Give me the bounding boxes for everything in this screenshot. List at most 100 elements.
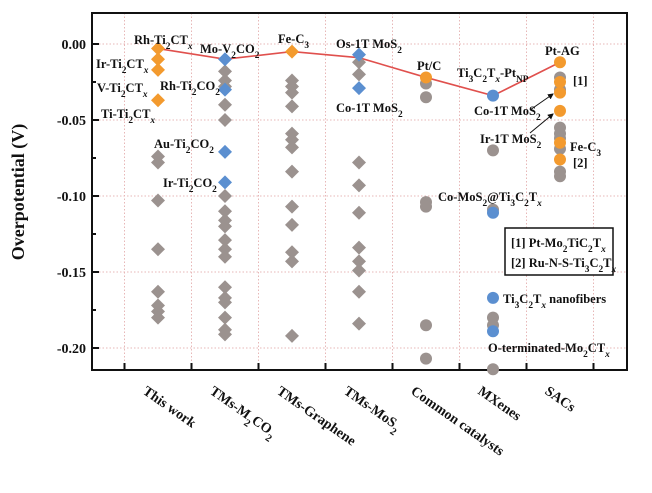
data-point-gray-diamond: [352, 263, 366, 278]
y-tick-label: -0.20: [57, 342, 86, 357]
data-point-gray-diamond: [285, 328, 299, 343]
data-point-gray-diamond: [352, 205, 366, 220]
legend-entry: [2] Ru-N-S-Ti3C2Tx: [511, 256, 617, 275]
point-annotation: Co-MoS2@Ti3C2Tx: [438, 190, 542, 209]
point-annotation: Co-1T MoS2: [474, 104, 541, 123]
data-point-orange-diamond: [151, 52, 165, 67]
data-point-orange-diamond: [151, 93, 165, 108]
data-point-blue-circle: [487, 89, 499, 102]
legend-box: [1] Pt-Mo2TiC2Tx[2] Ru-N-S-Ti3C2Tx: [504, 227, 617, 276]
data-point-gray-diamond: [285, 199, 299, 214]
data-point-blue-diamond: [218, 144, 232, 159]
data-points: [151, 41, 566, 376]
data-point-gray-diamond: [218, 295, 232, 310]
x-category-label: MXenes: [475, 384, 524, 425]
data-point-blue-diamond: [218, 175, 232, 190]
data-point-orange-circle: [554, 56, 566, 69]
data-point-gray-diamond: [151, 284, 165, 299]
data-point-gray-diamond: [352, 254, 366, 269]
x-category-label: TMs-M2CO2: [204, 384, 279, 444]
data-point-orange-circle: [554, 136, 566, 149]
annotations: Rh-Ti2CTx Ir-Ti2CTx V-Ti2CTx Rh-Ti2CO2 Ti-Ti…: [96, 32, 610, 360]
data-point-orange-circle: [554, 153, 566, 166]
point-annotation: V-Ti2CTx: [97, 81, 148, 100]
data-point-gray-diamond: [218, 113, 232, 127]
data-point-blue-diamond: [218, 82, 232, 97]
data-point-gray-diamond: [285, 217, 299, 232]
data-point-gray-diamond: [218, 233, 232, 248]
data-point-gray-diamond: [285, 132, 299, 147]
data-point-gray-diamond: [218, 189, 232, 203]
data-point-blue-diamond: [218, 52, 232, 67]
point-annotation: Rh-Ti2CTx: [134, 33, 193, 52]
data-point-blue-circle: [487, 206, 499, 219]
arrow-icon: [529, 113, 554, 134]
y-axis-title: Overpotential (V): [8, 124, 29, 260]
data-point-orange-circle: [554, 104, 566, 117]
data-point-orange-circle: [554, 76, 566, 88]
data-point-gray-diamond: [285, 254, 299, 269]
data-point-gray-circle: [420, 91, 432, 104]
data-point-gray-circle: [420, 319, 432, 332]
data-point-gray-diamond: [218, 97, 232, 112]
data-point-gray-diamond: [218, 64, 232, 79]
data-point-gray-circle: [487, 144, 499, 157]
point-annotation: Fe-C3: [570, 140, 601, 159]
data-point-gray-diamond: [151, 310, 165, 325]
data-point-orange-circle: [420, 71, 432, 84]
data-point-gray-diamond: [151, 242, 165, 257]
data-point-gray-circle: [487, 363, 499, 376]
data-point-gray-circle: [554, 170, 566, 183]
data-point-gray-diamond: [352, 55, 366, 70]
data-point-gray-diamond: [218, 310, 232, 325]
data-point-orange-diamond: [151, 41, 165, 56]
data-point-gray-diamond: [352, 155, 366, 170]
data-point-blue-diamond: [352, 47, 366, 62]
data-point-gray-diamond: [352, 284, 366, 299]
arrow-icon: [529, 93, 554, 111]
point-annotation: Ir-Ti2CO2: [163, 176, 217, 195]
data-point-blue-circle: [487, 291, 499, 304]
data-point-orange-diamond: [151, 62, 165, 77]
data-point-gray-circle: [420, 352, 432, 365]
x-category-label: This work: [140, 384, 199, 431]
point-annotation: O-terminated-Mo2CTx: [488, 341, 610, 360]
data-point-gray-diamond: [285, 85, 299, 100]
data-point-gray-diamond: [151, 155, 165, 170]
data-point-gray-diamond: [285, 245, 299, 260]
data-point-gray-diamond: [218, 249, 232, 264]
point-annotation: Mo-V2CO2: [200, 42, 260, 61]
data-point-gray-diamond: [285, 140, 299, 155]
data-point-gray-diamond: [285, 164, 299, 179]
point-annotation: Ti3C2Tx-PtNP: [457, 66, 529, 85]
point-annotation: Ir-1T MoS2: [480, 132, 542, 151]
legend-entry: [1] Pt-Mo2TiC2Tx: [511, 236, 606, 255]
data-point-gray-diamond: [218, 242, 232, 257]
point-annotation: Pt/C: [417, 59, 441, 73]
data-point-gray-circle: [420, 200, 432, 213]
point-annotation: Ir-Ti2CTx: [96, 57, 149, 76]
data-point-gray-diamond: [151, 193, 165, 208]
plot-frame: [91, 12, 628, 371]
data-point-gray-diamond: [352, 178, 366, 193]
data-point-gray-diamond: [352, 240, 366, 255]
data-point-blue-diamond: [352, 81, 366, 96]
y-tick-label: -0.05: [57, 114, 86, 129]
x-category-label: SACs: [542, 384, 578, 416]
data-point-blue-circle: [487, 325, 499, 338]
data-point-gray-diamond: [352, 67, 366, 82]
y-tick-label: 0.00: [62, 38, 87, 53]
point-annotation: Au-Ti2CO2: [154, 137, 214, 156]
data-point-orange-diamond: [285, 44, 299, 59]
point-annotation: Os-1T MoS2: [336, 37, 402, 56]
data-point-gray-diamond: [352, 316, 366, 331]
y-tick-label: -0.15: [57, 266, 86, 281]
data-point-orange-circle: [554, 86, 566, 99]
point-annotation: Pt-AG: [545, 44, 580, 58]
point-annotation: Rh-Ti2CO2: [160, 79, 220, 98]
y-tick-label: -0.10: [57, 190, 86, 205]
point-annotation: [2]: [573, 156, 588, 170]
point-annotation: [1]: [573, 74, 588, 88]
data-point-gray-diamond: [218, 204, 232, 219]
